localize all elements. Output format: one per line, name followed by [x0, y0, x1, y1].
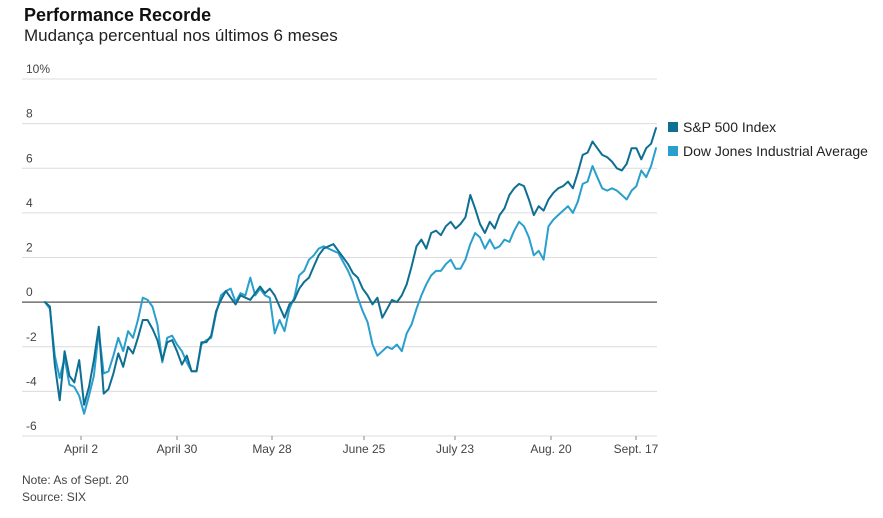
chart-source: Source: SIX [22, 490, 87, 504]
y-tick-label: 2 [26, 241, 33, 255]
y-tick-label: -4 [26, 374, 37, 388]
x-tick-label: April 2 [64, 442, 98, 456]
y-tick-label: 8 [26, 107, 33, 121]
series-line [44, 127, 657, 406]
x-tick-label: July 23 [436, 442, 474, 456]
chart-subtitle: Mudança percentual nos últimos 6 meses [24, 26, 338, 45]
legend: S&P 500 Index Dow Jones Industrial Averag… [668, 119, 868, 159]
legend-swatch [668, 122, 678, 132]
y-axis-ticks: 10% 8 6 4 2 0 -2 -4 -6 [26, 62, 50, 433]
y-tick-label: -2 [26, 330, 37, 344]
series-lines [44, 127, 657, 415]
x-tick-label: April 30 [157, 442, 198, 456]
chart-note: Note: As of Sept. 20 [22, 473, 129, 487]
grid-lines [22, 78, 657, 437]
legend-label: S&P 500 Index [683, 119, 776, 135]
x-tick-label: June 25 [343, 442, 386, 456]
y-tick-label: 10% [26, 62, 50, 76]
x-tick-label: May 28 [252, 442, 292, 456]
legend-swatch [668, 146, 678, 156]
series-line [44, 147, 657, 415]
x-tick-label: Aug. 20 [530, 442, 572, 456]
legend-label: Dow Jones Industrial Average [683, 143, 868, 159]
y-tick-label: 6 [26, 151, 33, 165]
chart-title: Performance Recorde [24, 5, 212, 25]
x-tick-label: Sept. 17 [614, 442, 659, 456]
y-tick-label: 0 [26, 285, 33, 299]
y-tick-label: -6 [26, 419, 37, 433]
x-axis-ticks: April 2 April 30 May 28 June 25 July 23 Aug. … [64, 436, 659, 456]
y-tick-label: 4 [26, 196, 33, 210]
